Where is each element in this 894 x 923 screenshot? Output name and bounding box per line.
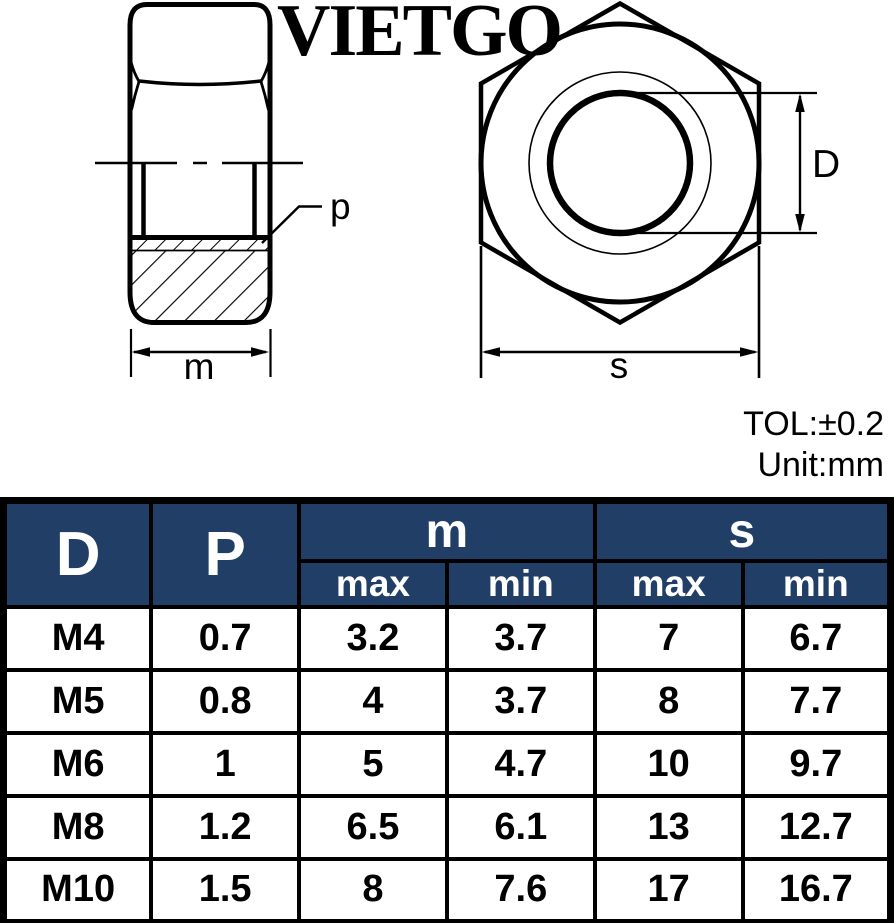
p-leader-line bbox=[261, 205, 322, 244]
cell-m-max: 6.5 bbox=[297, 794, 449, 861]
thread-major-circle bbox=[528, 71, 712, 255]
vietgo-logo: VIETGO bbox=[277, 0, 563, 72]
table-row: M4 0.7 3.2 3.7 7 6.7 bbox=[1, 605, 893, 672]
chamfer-sliver-right bbox=[259, 61, 271, 111]
chamfer-face-line bbox=[138, 79, 262, 87]
side-view bbox=[95, 1, 322, 377]
cell-s-min: 12.7 bbox=[740, 794, 893, 861]
d-arrow-top bbox=[795, 93, 805, 112]
cell-m-min: 7.6 bbox=[444, 857, 597, 923]
s-arrow-right bbox=[740, 347, 759, 357]
cell-m-max: 8 bbox=[297, 857, 449, 923]
table-row: M5 0.8 4 3.7 8 7.7 bbox=[1, 668, 893, 735]
col-header-m: m bbox=[297, 498, 597, 563]
cell-d: M6 bbox=[1, 731, 154, 798]
dim-label-p: p bbox=[330, 186, 351, 227]
cell-m-max: 3.2 bbox=[297, 605, 449, 672]
cell-p: 1.5 bbox=[149, 857, 302, 923]
cell-p: 1.2 bbox=[149, 794, 302, 861]
table-row: M6 1 5 4.7 10 9.7 bbox=[1, 731, 893, 798]
col-header-d: D bbox=[1, 498, 154, 609]
m-arrow-right bbox=[251, 347, 269, 357]
cell-m-max: 4 bbox=[297, 668, 449, 735]
spec-table-wrap: D P m s max min max min M4 0.7 3.2 3.7 bbox=[0, 497, 894, 923]
cell-d: M8 bbox=[1, 794, 154, 861]
col-header-m-max: max bbox=[297, 559, 449, 609]
m-extension-lines bbox=[129, 329, 272, 377]
col-header-s-min: min bbox=[740, 559, 893, 609]
tolerance-note: TOL:±0.2 bbox=[743, 405, 884, 443]
cell-s-min: 6.7 bbox=[740, 605, 893, 672]
unit-note: Unit:mm bbox=[757, 446, 884, 484]
cell-m-min: 3.7 bbox=[444, 605, 597, 672]
d-arrow-bottom bbox=[795, 214, 805, 233]
cell-d: M4 bbox=[1, 605, 154, 672]
cell-s-min: 16.7 bbox=[740, 857, 893, 923]
notes-block: TOL:±0.2 Unit:mm bbox=[743, 404, 884, 486]
section-hatch bbox=[130, 251, 270, 323]
hole-circle bbox=[546, 89, 694, 237]
cell-p: 1 bbox=[149, 731, 302, 798]
cell-s-max: 13 bbox=[592, 794, 745, 861]
chamfer-sliver-left bbox=[129, 61, 141, 111]
cell-s-max: 8 bbox=[592, 668, 745, 735]
s-arrow-left bbox=[481, 347, 500, 357]
s-extension-lines bbox=[479, 246, 761, 378]
dim-label-s: s bbox=[610, 345, 629, 386]
m-arrow-left bbox=[131, 347, 150, 357]
hexagon-outline bbox=[478, 0, 762, 326]
dim-label-m: m bbox=[184, 346, 215, 387]
table-row: M10 1.5 8 7.6 17 16.7 bbox=[1, 857, 893, 923]
cell-d: M10 bbox=[1, 857, 154, 923]
cell-p: 0.7 bbox=[149, 605, 302, 672]
table-row: M8 1.2 6.5 6.1 13 12.7 bbox=[1, 794, 893, 861]
cell-m-min: 3.7 bbox=[444, 668, 597, 735]
cell-m-max: 5 bbox=[297, 731, 449, 798]
col-header-s-max: max bbox=[592, 559, 745, 609]
cell-s-max: 10 bbox=[592, 731, 745, 798]
cell-s-min: 9.7 bbox=[740, 731, 893, 798]
dim-label-d: D bbox=[812, 143, 840, 186]
d-extension-lines bbox=[621, 91, 817, 235]
hex-nut-technical-drawing: p m D s bbox=[95, 0, 840, 387]
col-header-s: s bbox=[592, 498, 893, 563]
cell-p: 0.8 bbox=[149, 668, 302, 735]
thread-band-hatch bbox=[132, 239, 268, 250]
cell-s-max: 7 bbox=[592, 605, 745, 672]
chamfer-circle bbox=[478, 21, 762, 305]
col-header-p: P bbox=[149, 498, 302, 609]
spec-table: D P m s max min max min M4 0.7 3.2 3.7 bbox=[0, 497, 894, 923]
cell-s-min: 7.7 bbox=[740, 668, 893, 735]
cell-d: M5 bbox=[1, 668, 154, 735]
cell-m-min: 4.7 bbox=[444, 731, 597, 798]
col-header-m-min: min bbox=[444, 559, 597, 609]
top-view bbox=[478, 0, 817, 378]
cell-s-max: 17 bbox=[592, 857, 745, 923]
cell-m-min: 6.1 bbox=[444, 794, 597, 861]
